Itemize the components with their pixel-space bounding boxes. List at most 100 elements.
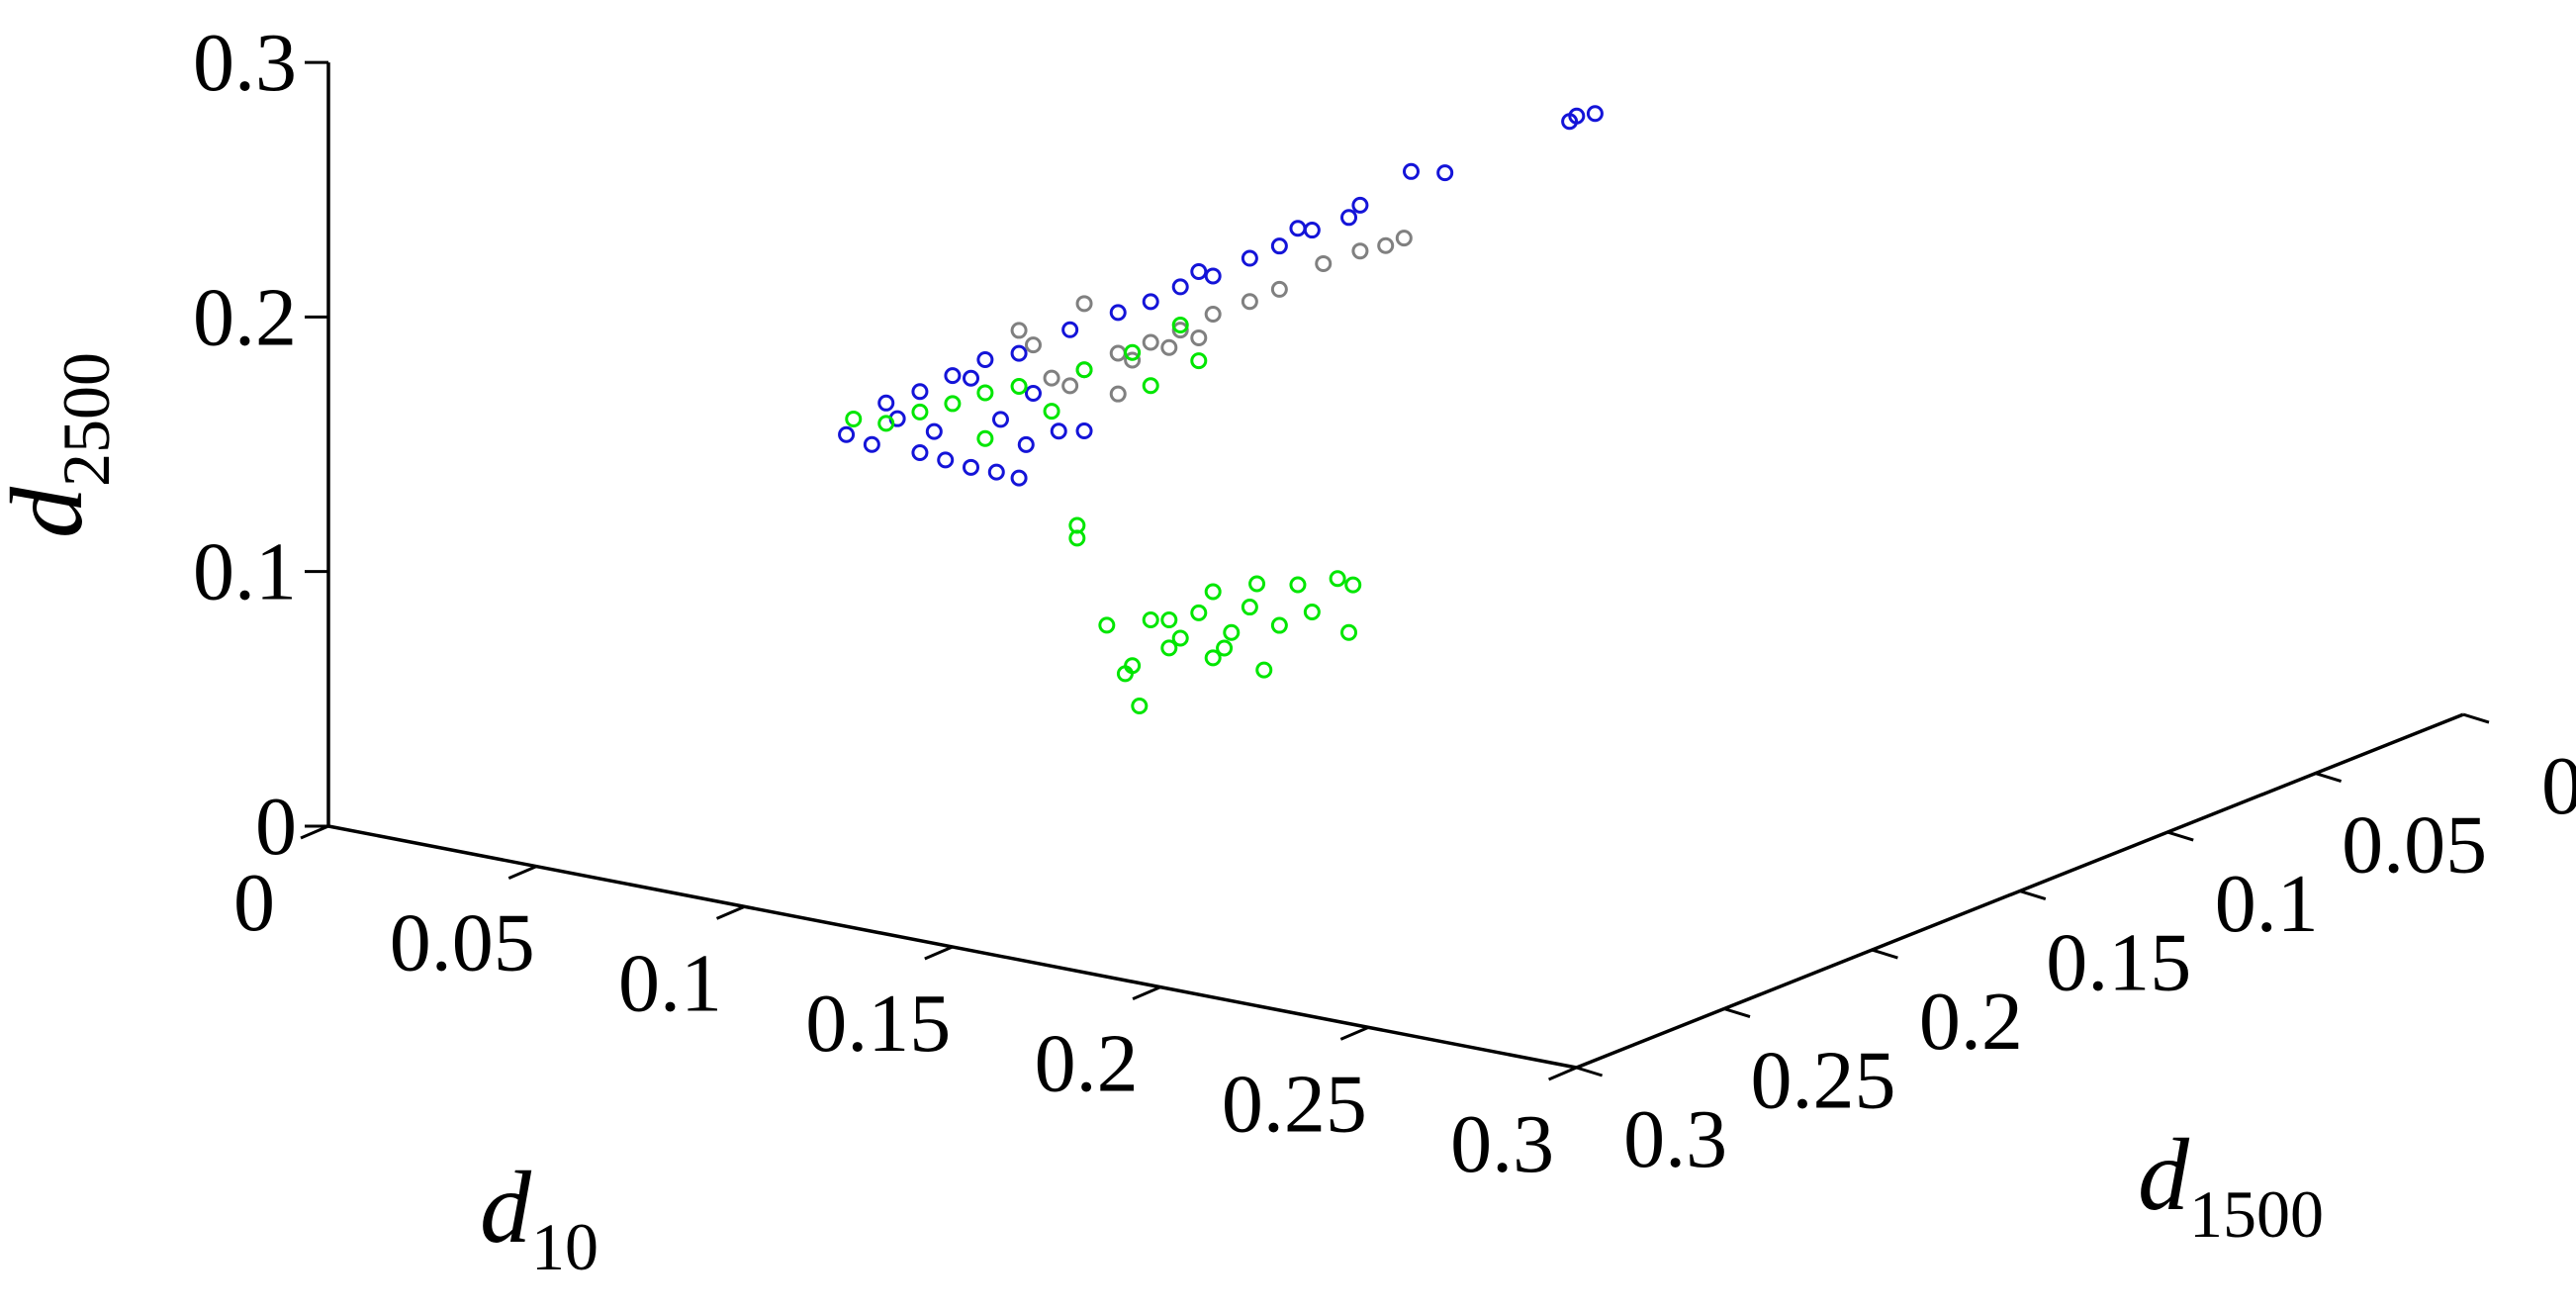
data-point bbox=[1204, 267, 1222, 285]
y-axis-label: d1500 bbox=[2138, 1118, 2324, 1252]
data-point bbox=[838, 425, 856, 443]
data-point bbox=[1043, 403, 1060, 421]
y-tick-label: 0 bbox=[2541, 740, 2576, 832]
data-point bbox=[1190, 352, 1208, 370]
y-tick bbox=[1871, 948, 1898, 960]
x-tick-label: 0.25 bbox=[1222, 1058, 1367, 1150]
data-point bbox=[1344, 576, 1362, 594]
z-axis-label: d2500 bbox=[0, 352, 124, 538]
data-point bbox=[944, 367, 962, 385]
data-point bbox=[1010, 469, 1028, 487]
y-tick bbox=[1576, 1066, 1604, 1077]
data-point bbox=[1171, 278, 1189, 296]
y-tick bbox=[2166, 830, 2194, 842]
data-point bbox=[1586, 105, 1604, 123]
x-axis-label: d10 bbox=[480, 1151, 598, 1284]
data-point bbox=[1017, 435, 1035, 453]
data-point bbox=[1109, 304, 1127, 322]
data-point bbox=[1098, 616, 1116, 634]
x-tick-label: 0.15 bbox=[805, 978, 951, 1070]
x-tick bbox=[1548, 1066, 1578, 1081]
data-point bbox=[1024, 336, 1042, 354]
data-point bbox=[1075, 361, 1093, 379]
data-point bbox=[1024, 385, 1042, 403]
z-tick-label: 0.1 bbox=[193, 526, 297, 618]
data-point bbox=[1329, 570, 1346, 588]
data-point bbox=[1142, 610, 1159, 628]
data-point bbox=[1142, 333, 1159, 351]
data-point bbox=[1248, 575, 1266, 593]
data-point bbox=[1223, 623, 1241, 641]
data-point bbox=[1204, 306, 1222, 324]
data-point bbox=[1050, 422, 1067, 440]
data-point bbox=[987, 463, 1005, 481]
y-tick-label: 0.1 bbox=[2215, 858, 2319, 950]
data-point bbox=[911, 444, 929, 462]
data-point bbox=[963, 369, 980, 387]
data-point bbox=[1124, 343, 1142, 361]
data-point bbox=[1270, 237, 1288, 255]
z-tick-label: 0.3 bbox=[193, 17, 297, 109]
data-point bbox=[1204, 649, 1222, 667]
x-tick-label: 0.05 bbox=[390, 897, 535, 989]
data-point bbox=[976, 350, 994, 368]
data-point bbox=[1171, 629, 1189, 647]
data-point bbox=[1061, 377, 1079, 395]
data-point bbox=[1160, 639, 1178, 657]
y-tick-label: 0.05 bbox=[2342, 799, 2487, 891]
y-tick-label: 0.25 bbox=[1751, 1035, 1896, 1127]
x-tick bbox=[1339, 1025, 1369, 1041]
data-point bbox=[1270, 616, 1288, 634]
data-point bbox=[1255, 661, 1273, 679]
data-point bbox=[863, 435, 880, 453]
data-point bbox=[911, 403, 929, 421]
data-point bbox=[1241, 293, 1258, 311]
data-point bbox=[1010, 378, 1028, 396]
data-point bbox=[1068, 529, 1086, 547]
data-point bbox=[1241, 249, 1258, 267]
data-point bbox=[937, 451, 955, 469]
data-point bbox=[877, 415, 895, 432]
data-point bbox=[1289, 576, 1307, 594]
data-point bbox=[1061, 321, 1079, 338]
x-tick bbox=[507, 865, 537, 881]
y-tick-label: 0.15 bbox=[2046, 917, 2191, 1009]
data-point bbox=[976, 384, 994, 402]
data-point bbox=[1171, 322, 1189, 339]
data-point bbox=[1171, 317, 1189, 334]
data-point bbox=[1010, 322, 1028, 339]
data-point bbox=[1204, 583, 1222, 601]
data-point bbox=[1303, 222, 1321, 239]
data-point bbox=[1043, 369, 1060, 387]
data-point bbox=[1131, 698, 1149, 715]
y-tick bbox=[2315, 772, 2343, 784]
x-tick bbox=[715, 904, 746, 920]
x-tick-label: 0.3 bbox=[1450, 1098, 1554, 1190]
x-tick-label: 0 bbox=[233, 857, 275, 949]
x-tick-label: 0.1 bbox=[618, 937, 722, 1029]
data-point bbox=[1303, 604, 1321, 621]
data-point bbox=[991, 411, 1009, 428]
data-point bbox=[1075, 295, 1093, 313]
y-tick bbox=[2462, 712, 2490, 724]
data-point bbox=[1289, 220, 1307, 237]
data-point bbox=[976, 429, 994, 447]
data-point bbox=[1190, 604, 1208, 621]
data-point bbox=[1142, 293, 1159, 311]
data-point bbox=[1436, 164, 1454, 182]
x-tick bbox=[300, 824, 329, 840]
data-point bbox=[1109, 385, 1127, 403]
data-point bbox=[1351, 242, 1369, 260]
data-point bbox=[963, 458, 980, 476]
data-point bbox=[845, 410, 863, 427]
data-point bbox=[1340, 209, 1358, 227]
data-point bbox=[1315, 254, 1333, 272]
data-point bbox=[1190, 263, 1208, 281]
data-point bbox=[925, 422, 943, 440]
data-point bbox=[1402, 162, 1420, 180]
data-point bbox=[1010, 344, 1028, 362]
data-point bbox=[877, 394, 895, 412]
x-tick-label: 0.2 bbox=[1035, 1018, 1139, 1110]
